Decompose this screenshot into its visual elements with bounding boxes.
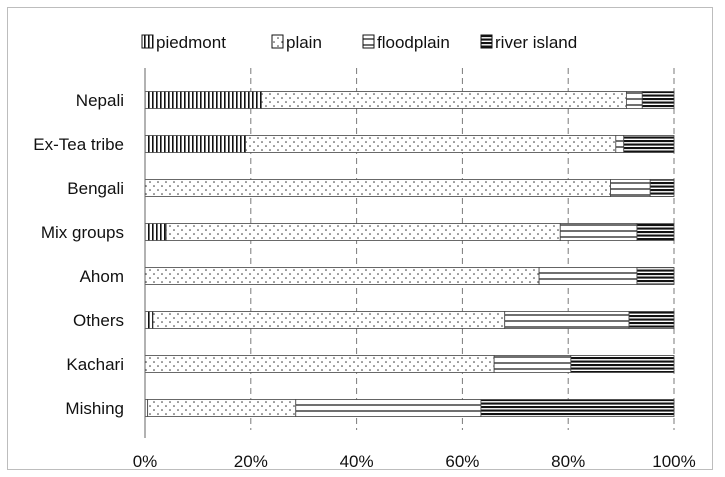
bar-segment-plain xyxy=(144,355,495,373)
bar-segment-floodplain xyxy=(615,135,625,153)
bar-segment-piedmont xyxy=(144,223,167,241)
bar-segment-floodplain xyxy=(538,267,638,285)
bar-segment-river-island xyxy=(636,223,675,241)
x-tick-label: 20% xyxy=(234,452,268,471)
bar-segment-piedmont xyxy=(144,91,262,109)
x-tick-label: 80% xyxy=(551,452,585,471)
category-label: Bengali xyxy=(67,179,124,198)
gridlines xyxy=(250,68,675,430)
bar-segment-floodplain xyxy=(625,91,643,109)
bar-segment-river-island xyxy=(623,135,675,153)
x-tick-label: 60% xyxy=(445,452,479,471)
bar-segment-river-island xyxy=(641,91,675,109)
category-label: Ex-Tea tribe xyxy=(33,135,124,154)
x-tick-label: 100% xyxy=(652,452,695,471)
bar-segment-plain xyxy=(144,179,611,197)
legend-label: river island xyxy=(495,33,577,52)
bar-segment-floodplain xyxy=(493,355,572,373)
axes: 0% 20% 40% 60% 80% 100% Nepali Ex-Tea tribe Beng… xyxy=(33,68,696,471)
category-label: Mix groups xyxy=(41,223,124,242)
bar-segment-floodplain xyxy=(504,311,630,329)
bar-segment-plain xyxy=(147,399,297,417)
bar-segment-plain xyxy=(152,311,506,329)
bar-segment-floodplain xyxy=(559,223,638,241)
bar-segment-plain xyxy=(260,91,627,109)
category-label: Ahom xyxy=(80,267,124,286)
legend-swatch xyxy=(480,34,493,49)
bar-segment-floodplain xyxy=(295,399,482,417)
legend-label: floodplain xyxy=(377,33,450,52)
bar-segment-river-island xyxy=(636,267,675,285)
bar-segment-river-island xyxy=(570,355,675,373)
bar-segment-floodplain xyxy=(610,179,651,197)
legend-swatch xyxy=(362,34,375,49)
legend: piedmont plain floodplain river island xyxy=(141,33,577,52)
legend-label: piedmont xyxy=(156,33,226,52)
category-label: Kachari xyxy=(66,355,124,374)
bar-segment-river-island xyxy=(480,399,675,417)
legend-swatch xyxy=(141,34,154,49)
bar-segment-plain xyxy=(165,223,561,241)
x-tick-label: 40% xyxy=(340,452,374,471)
legend-swatch xyxy=(271,34,284,49)
bar-segment-plain xyxy=(144,267,540,285)
bars xyxy=(144,91,675,417)
x-tick-label: 0% xyxy=(133,452,158,471)
bar-segment-piedmont xyxy=(144,135,246,153)
bar-segment-river-island xyxy=(628,311,675,329)
bar-segment-plain xyxy=(245,135,617,153)
category-label: Mishing xyxy=(65,399,124,418)
bar-segment-piedmont xyxy=(144,311,154,329)
category-label: Nepali xyxy=(76,91,124,110)
bar-segment-river-island xyxy=(649,179,675,197)
legend-label: plain xyxy=(286,33,322,52)
category-label: Others xyxy=(73,311,124,330)
